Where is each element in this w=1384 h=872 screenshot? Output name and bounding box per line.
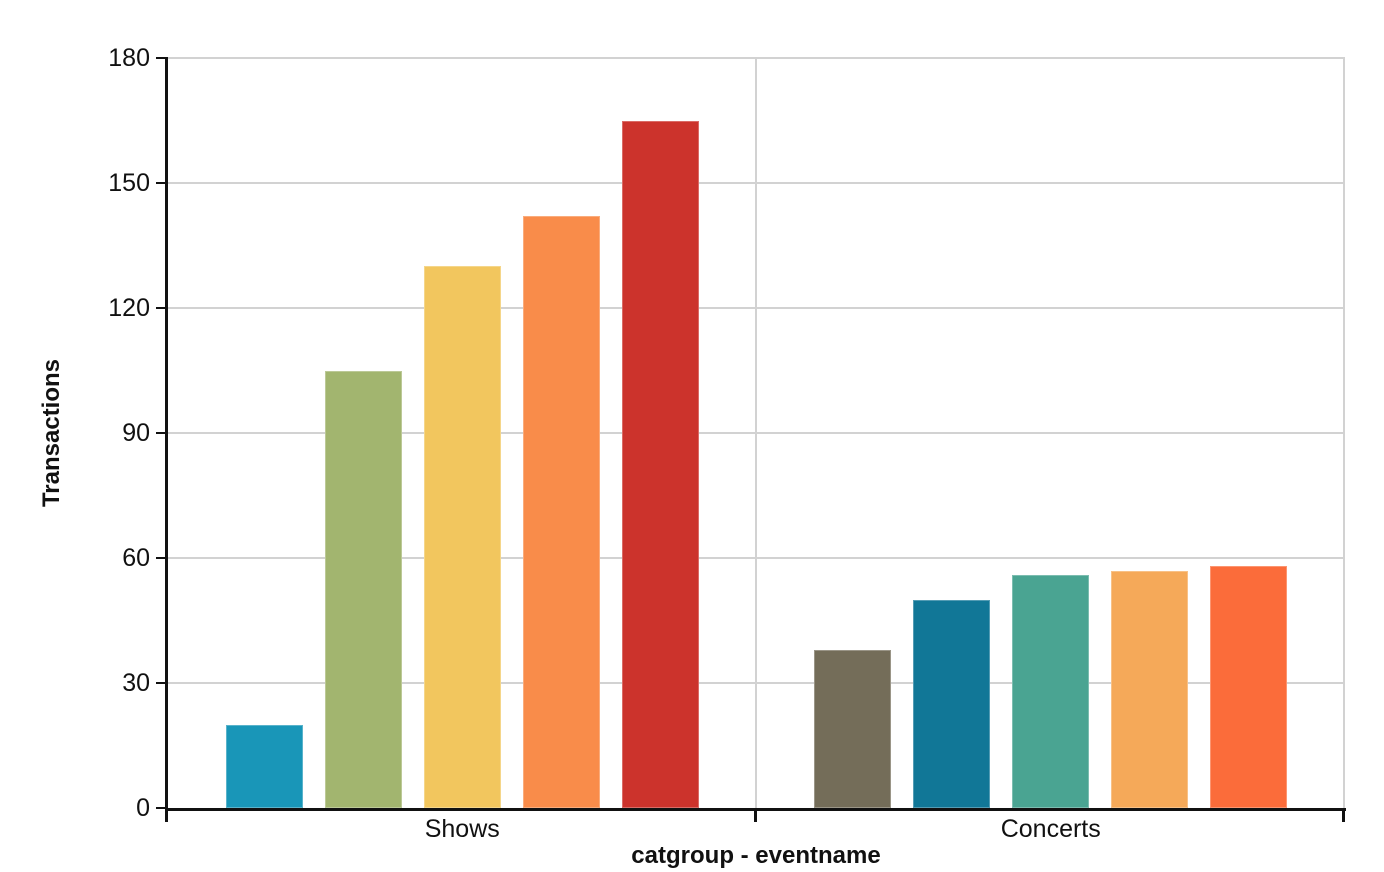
bar-shows-3[interactable] <box>423 266 501 808</box>
y-tick-mark-180 <box>156 57 168 59</box>
y-tick-label-180: 180 <box>108 44 150 72</box>
y-gridline-90 <box>168 432 1345 434</box>
y-gridline-60 <box>168 557 1345 559</box>
group-divider <box>754 58 757 808</box>
x-tick-mark-1 <box>753 808 757 822</box>
y-gridline-30 <box>168 682 1345 684</box>
category-label-shows: Shows <box>424 815 500 843</box>
y-tick-label-0: 0 <box>136 794 150 822</box>
bar-shows-4[interactable] <box>522 216 600 808</box>
x-axis-title: catgroup - eventname <box>631 842 881 869</box>
plot-right-border <box>1343 58 1345 808</box>
y-tick-mark-0 <box>156 807 168 809</box>
y-gridline-180 <box>168 57 1345 59</box>
y-tick-mark-30 <box>156 682 168 684</box>
category-label-concerts: Concerts <box>1000 815 1101 843</box>
y-gridline-120 <box>168 307 1345 309</box>
y-tick-mark-150 <box>156 182 168 184</box>
y-tick-label-30: 30 <box>122 669 150 697</box>
bar-concerts-3[interactable] <box>1012 574 1090 808</box>
bar-concerts-4[interactable] <box>1111 570 1189 808</box>
bar-concerts-1[interactable] <box>814 649 892 808</box>
y-tick-label-120: 120 <box>108 294 150 322</box>
bar-shows-5[interactable] <box>621 120 699 808</box>
bar-shows-2[interactable] <box>324 370 402 808</box>
bar-concerts-2[interactable] <box>913 599 991 808</box>
x-tick-mark-2 <box>1342 808 1345 822</box>
y-tick-label-90: 90 <box>122 419 150 447</box>
y-tick-label-150: 150 <box>108 169 150 197</box>
bar-concerts-5[interactable] <box>1210 566 1288 808</box>
bar-shows-1[interactable] <box>225 724 303 808</box>
y-tick-mark-90 <box>156 432 168 434</box>
y-gridline-150 <box>168 182 1345 184</box>
y-axis-line <box>165 58 168 822</box>
y-axis-title: Transactions <box>38 358 65 508</box>
x-axis-line <box>165 808 1346 811</box>
y-tick-mark-120 <box>156 307 168 309</box>
y-tick-label-60: 60 <box>122 544 150 572</box>
y-tick-mark-60 <box>156 557 168 559</box>
